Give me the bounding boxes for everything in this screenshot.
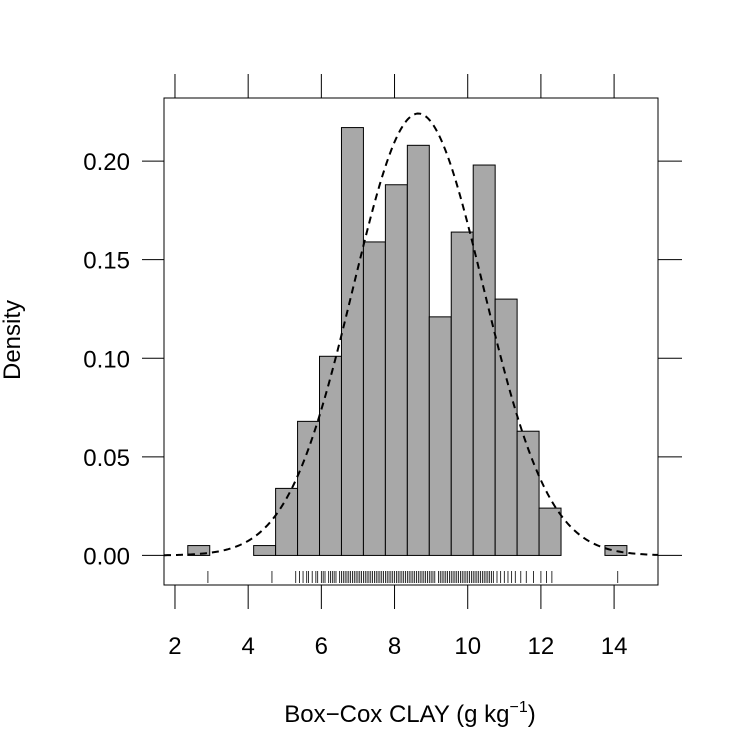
- y-axis-title: Density: [0, 300, 26, 380]
- x-tick-label: 8: [388, 633, 401, 660]
- histogram-bar-6: [319, 355, 342, 556]
- histogram-bars: [187, 127, 628, 556]
- histogram-bar-8: [362, 241, 386, 556]
- histogram-bar-7: [340, 127, 364, 556]
- rug-marks: [207, 571, 619, 583]
- histogram-bar-19: [604, 545, 628, 556]
- y-axis-ticks: 0.00 0.05 0.10 0.15 0.20: [83, 149, 682, 570]
- histogram-bar-10: [406, 144, 430, 556]
- x-tick-label: 2: [168, 633, 181, 660]
- y-tick-label: 0.15: [83, 248, 130, 275]
- histogram-bar-0: [187, 545, 211, 556]
- normal-density-curve: [163, 112, 659, 557]
- x-tick-label: 14: [601, 633, 628, 660]
- y-tick-label: 0.20: [83, 149, 130, 176]
- x-tick-label: 6: [315, 633, 328, 660]
- y-tick-label: 0.00: [83, 543, 130, 570]
- x-axis-title: Box−Cox CLAY (g kg−1): [284, 699, 535, 728]
- histogram-bar-16: [538, 507, 562, 556]
- y-tick-label: 0.05: [83, 445, 130, 472]
- histogram-bar-13: [472, 164, 496, 556]
- x-tick-label: 10: [454, 633, 481, 660]
- histogram-bar-12: [450, 231, 474, 556]
- histogram-bar-5: [297, 420, 321, 556]
- plot-frame: [163, 97, 659, 586]
- histogram-bar-9: [384, 184, 408, 556]
- histogram-bar-14: [494, 298, 518, 556]
- x-tick-label: 12: [528, 633, 555, 660]
- histogram-bar-3: [253, 545, 277, 556]
- x-tick-label: 4: [241, 633, 254, 660]
- y-tick-label: 0.10: [83, 346, 130, 373]
- x-axis-ticks: 2 4 6 8 10 12 14: [168, 74, 627, 660]
- histogram-bar-11: [428, 316, 452, 556]
